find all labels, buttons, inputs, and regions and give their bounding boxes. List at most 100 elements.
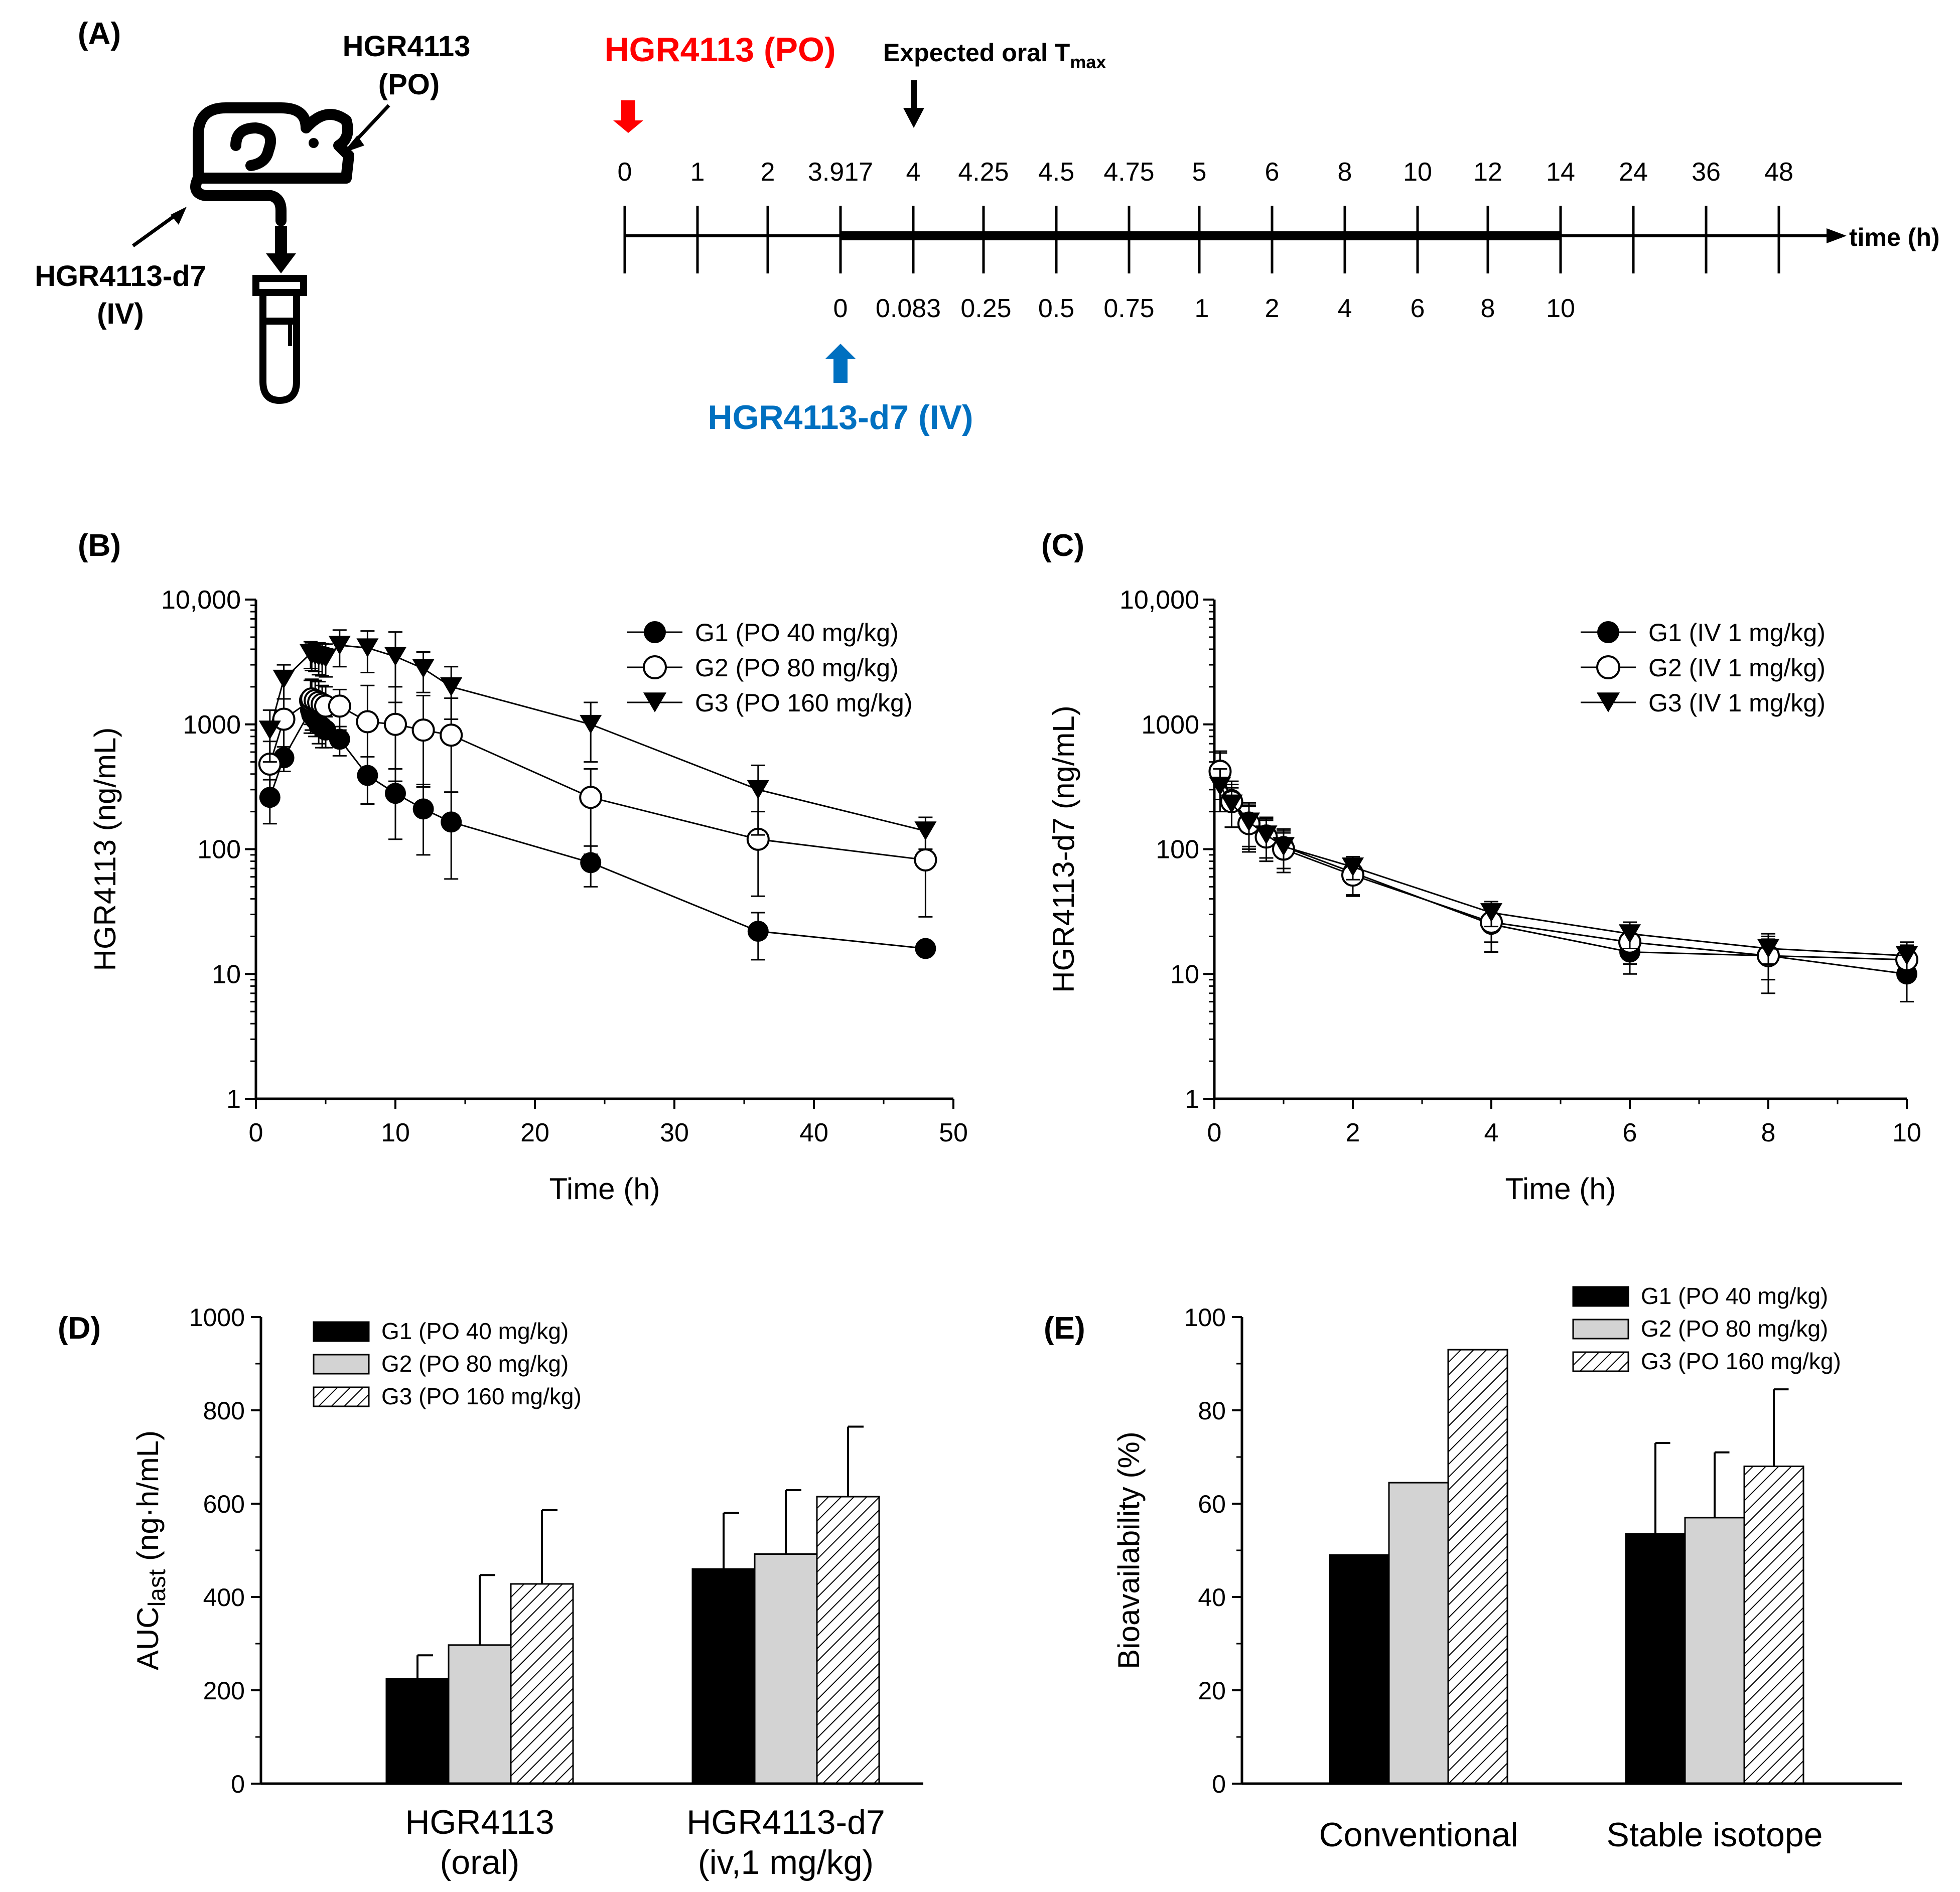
plot-d: 0 200 400 600 800 1000 HGR4113(oral) HGR4113-d7…	[131, 1303, 923, 1881]
legend-item: G1 (IV 1 mg/kg)	[1581, 619, 1826, 647]
iv-arrow-label: HGR4113-d7 (IV)	[708, 398, 973, 436]
plot-b: 1 10 100 1000 10,000 0 10 20 30 40 50 Time (h) HGR41…	[88, 586, 968, 1206]
panel-e-label: (E)	[1044, 1311, 1085, 1346]
time-axis-label: time (h)	[1849, 223, 1940, 251]
data-point-triangle	[1618, 924, 1641, 943]
data-point-open-circle	[1596, 655, 1620, 679]
data-point-filled-circle	[915, 938, 936, 959]
legend-swatch	[313, 1354, 370, 1375]
data-point-filled-circle	[747, 921, 769, 942]
po-time-label: 8	[1338, 158, 1352, 187]
legend-label: G3 (IV 1 mg/kg)	[1648, 689, 1826, 717]
panel-c-label: (C)	[1041, 528, 1084, 563]
y-tick-label: 600	[203, 1490, 245, 1518]
y-tick-label: 800	[203, 1397, 245, 1425]
po-time-label: 4	[906, 158, 921, 187]
category-label-line2: (oral)	[440, 1843, 520, 1881]
data-point-triangle	[1220, 794, 1243, 814]
panel-b: (B) 1 10 100 1000 10,000 0 10 20 30 40 50 Time (h) H…	[78, 528, 968, 1206]
data-point-triangle	[1480, 903, 1503, 922]
data-point-open-circle	[579, 786, 603, 809]
data-point-triangle	[1255, 825, 1278, 845]
bar	[448, 1644, 512, 1785]
series-0	[259, 698, 936, 961]
legend-item: G3 (IV 1 mg/kg)	[1581, 689, 1826, 717]
tmax-arrow-icon	[911, 80, 917, 110]
x-tick-label: 8	[1761, 1118, 1776, 1147]
dosing-timeline: 0 1 2 3.917 4 4.25 4.5 4.75 5 6 8 10 12 14 24 36 480 0.08…	[613, 80, 1847, 383]
data-point-triangle	[356, 638, 379, 658]
plot-c: 1 10 100 1000 10,000 0 2 4 6 8 10 Time (h) HGR4113-d…	[1047, 586, 1921, 1206]
po-pointer-icon	[343, 104, 390, 153]
x-tick-label: 4	[1484, 1118, 1499, 1147]
legend-label: G2 (PO 80 mg/kg)	[1641, 1316, 1828, 1342]
data-point-triangle	[258, 720, 281, 740]
y-tick-label: 1000	[1141, 710, 1199, 740]
po-dose-arrowhead-icon	[613, 120, 643, 133]
series-1	[258, 678, 937, 918]
iv-time-label: 2	[1265, 294, 1280, 323]
data-point-triangle	[1596, 692, 1620, 712]
data-point-triangle	[747, 780, 769, 799]
panel-e: (E) 0 20 40 60 80 100 Conventional Stable isoto…	[1044, 1283, 1902, 1854]
category-label: HGR4113-d7	[686, 1803, 885, 1841]
iv-time-label: 0	[833, 294, 848, 323]
legend-swatch	[1572, 1351, 1629, 1372]
data-point-open-circle	[384, 712, 407, 736]
x-tick-label: 50	[939, 1118, 968, 1147]
legend-label: G3 (PO 160 mg/kg)	[695, 689, 913, 717]
series-line	[1219, 770, 1907, 975]
iv-pointer-icon	[131, 207, 187, 247]
legend-item: G2 (IV 1 mg/kg)	[1581, 654, 1826, 682]
data-point-triangle	[1209, 776, 1231, 796]
y-axis-label-main: Bioavailability (%)	[1112, 1431, 1146, 1669]
y-tick-label: 80	[1198, 1397, 1226, 1425]
data-point-open-circle	[440, 723, 463, 747]
y-axis-label: HGR4113 (ng/mL)	[88, 727, 122, 971]
po-time-label: 24	[1619, 158, 1648, 187]
data-point-filled-circle	[412, 798, 434, 820]
category-label-line2: (iv,1 mg/kg)	[698, 1843, 874, 1881]
x-tick-label: 10	[381, 1118, 410, 1147]
legend-item: G3 (PO 160 mg/kg)	[1572, 1348, 1841, 1374]
po-time-label: 10	[1403, 158, 1432, 187]
x-tick-label: 40	[799, 1118, 828, 1147]
bar	[1625, 1533, 1686, 1785]
po-time-label: 1	[690, 158, 705, 187]
data-point-open-circle	[643, 655, 667, 679]
y-tick-label: 1	[1185, 1085, 1199, 1114]
data-point-filled-circle	[580, 852, 602, 874]
y-tick-label: 10,000	[161, 586, 241, 615]
y-tick-label: 10	[212, 960, 241, 989]
po-time-label: 36	[1692, 158, 1721, 187]
y-tick-label: 20	[1198, 1677, 1226, 1705]
y-tick-label: 400	[203, 1583, 245, 1612]
y-tick-label: 60	[1198, 1490, 1226, 1518]
bar	[816, 1496, 880, 1785]
tube-icon	[252, 275, 307, 404]
iv-time-label: 4	[1338, 294, 1352, 323]
data-point-triangle	[440, 677, 463, 696]
po-time-label: 12	[1473, 158, 1502, 187]
po-label-line2: (PO)	[378, 68, 440, 101]
legend-label: G3 (PO 160 mg/kg)	[1641, 1348, 1841, 1374]
legend-label: G2 (PO 80 mg/kg)	[695, 654, 899, 682]
series-line	[1219, 771, 1907, 961]
panel-c: (C) 1 10 100 1000 10,000 0 2 4 6 8 10 Time (h) HGR41…	[1041, 528, 1921, 1206]
data-point-triangle	[412, 659, 435, 678]
data-point-triangle	[328, 636, 351, 655]
iv-time-label: 0.75	[1103, 294, 1154, 323]
y-tick-label: 0	[1212, 1770, 1226, 1798]
sample-arrow-icon	[266, 226, 296, 273]
y-tick-label: 40	[1198, 1583, 1226, 1612]
data-point-triangle	[1341, 857, 1364, 877]
panel-a-label: (A)	[78, 17, 121, 51]
data-point-open-circle	[328, 694, 351, 718]
y-axis-label-sub: last	[144, 1569, 171, 1607]
bar	[385, 1678, 450, 1785]
legend-label: G1 (IV 1 mg/kg)	[1648, 619, 1826, 647]
legend-item: G1 (PO 40 mg/kg)	[1572, 1283, 1828, 1309]
category-label: Conventional	[1319, 1816, 1518, 1854]
tmax-label: Expected oral Tmax	[883, 39, 1106, 72]
